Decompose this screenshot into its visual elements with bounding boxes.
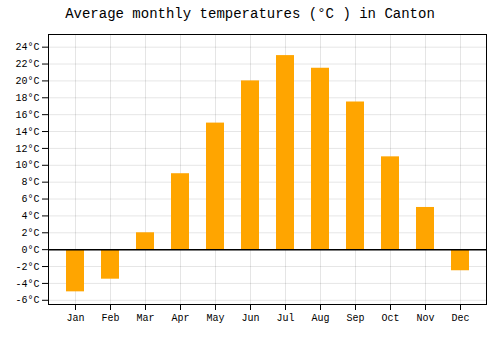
html-text:Average monthly temperatures (: Average monthly temperatures (°C ) in Ca…	[65, 6, 435, 22]
svg-text:Feb: Feb	[101, 313, 119, 324]
svg-text:16°C: 16°C	[15, 110, 39, 121]
svg-text:Jun: Jun	[241, 313, 259, 324]
svg-text:2°C: 2°C	[21, 228, 39, 239]
svg-text:22°C: 22°C	[15, 59, 39, 70]
svg-text:18°C: 18°C	[15, 93, 39, 104]
svg-text:-2°C: -2°C	[15, 262, 39, 273]
svg-text:Nov: Nov	[416, 313, 434, 324]
svg-text:Dec: Dec	[451, 313, 469, 324]
svg-text:May: May	[206, 313, 224, 324]
svg-text:6°C: 6°C	[21, 194, 39, 205]
svg-text:4°C: 4°C	[21, 211, 39, 222]
svg-text:Jan: Jan	[66, 313, 84, 324]
svg-text:0°C: 0°C	[21, 245, 39, 256]
svg-text:Sep: Sep	[346, 313, 364, 324]
svg-text:20°C: 20°C	[15, 76, 39, 87]
svg-text:8°C: 8°C	[21, 177, 39, 188]
svg-text:-4°C: -4°C	[15, 279, 39, 290]
svg-text:10°C: 10°C	[15, 160, 39, 171]
svg-text:Aug: Aug	[311, 313, 329, 324]
svg-text:Apr: Apr	[171, 313, 189, 324]
svg-text:Mar: Mar	[136, 313, 154, 324]
svg-text:Oct: Oct	[381, 313, 399, 324]
svg-text:14°C: 14°C	[15, 127, 39, 138]
svg-text:-6°C: -6°C	[15, 295, 39, 306]
svg-text:24°C: 24°C	[15, 42, 39, 53]
svg-text:Jul: Jul	[276, 313, 294, 324]
svg-text:12°C: 12°C	[15, 144, 39, 155]
